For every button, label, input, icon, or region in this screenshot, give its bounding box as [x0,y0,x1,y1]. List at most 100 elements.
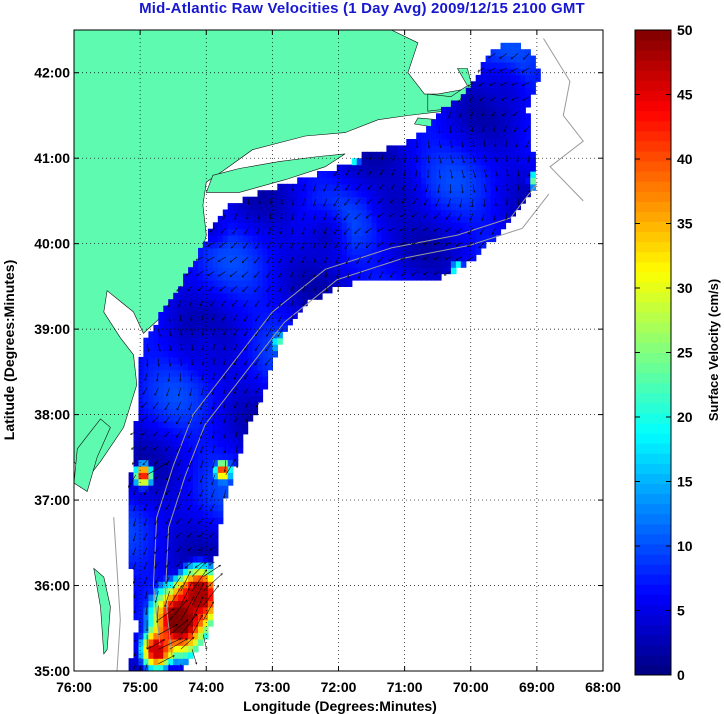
velocity-cell [411,145,417,153]
velocity-cell [168,536,174,544]
x-tick-label: 70:00 [453,679,489,695]
velocity-cell [431,254,437,262]
velocity-cell [455,106,462,114]
velocity-cell [133,427,140,435]
velocity-cell [441,126,447,134]
velocity-cell [460,113,467,121]
velocity-cell [336,235,343,243]
velocity-cell [163,664,169,671]
velocity-vector [472,126,473,131]
velocity-cell [222,241,229,249]
velocity-cell [242,267,249,275]
velocity-cell [505,100,512,108]
velocity-cell [193,600,199,608]
velocity-cell [416,171,422,178]
velocity-cell [163,530,169,537]
velocity-cell [193,613,199,621]
velocity-cell [158,664,164,671]
velocity-cell [525,183,531,191]
velocity-cell [237,215,244,223]
velocity-cell [257,241,264,249]
velocity-cell [396,222,402,230]
velocity-cell [326,241,333,249]
velocity-vector [369,271,373,278]
velocity-cell [431,247,437,255]
velocity-vector [177,402,182,410]
velocity-cell [183,645,189,653]
velocity-cell [376,164,383,172]
velocity-cell [346,280,353,287]
velocity-cell [475,132,482,140]
velocity-cell [297,260,303,268]
velocity-cell [460,171,467,178]
velocity-cell [346,177,353,185]
velocity-cell [168,389,174,396]
velocity-cell [455,139,462,146]
velocity-cell [475,106,482,114]
velocity-cell [128,562,135,569]
velocity-cell [183,356,189,364]
velocity-cell [138,549,145,557]
velocity-cell [207,536,214,544]
velocity-cell [317,209,323,217]
velocity-cell [212,286,219,294]
velocity-cell [212,517,219,525]
velocity-cell [222,433,229,441]
velocity-cell [356,177,363,185]
velocity-cell [426,260,432,268]
velocity-cell [222,421,229,428]
velocity-cell [212,427,219,435]
velocity-cell [530,177,536,185]
velocity-cell [421,139,427,146]
velocity-cell [232,395,239,403]
velocity-cell [212,472,219,480]
velocity-cell [173,568,179,576]
velocity-vector [335,242,339,248]
velocity-cell [411,267,417,275]
velocity-cell [138,562,145,569]
velocity-cell [500,190,507,198]
velocity-cell [188,453,194,461]
velocity-cell [351,190,358,198]
velocity-cell [520,100,526,108]
velocity-cell [168,587,174,595]
velocity-cell [475,171,482,178]
velocity-cell [366,228,373,236]
velocity-cell [401,260,407,268]
velocity-cell [183,651,189,659]
velocity-cell [257,369,264,377]
velocity-cell [252,292,259,300]
velocity-cell [193,280,199,287]
velocity-cell [386,228,392,236]
velocity-vector [245,343,249,350]
velocity-vector [221,227,227,233]
velocity-vector [208,271,215,275]
velocity-cell [465,215,472,223]
velocity-cell [411,171,417,178]
velocity-cell [178,299,184,307]
velocity-cell [183,478,189,486]
velocity-cell [446,139,452,146]
velocity-vector [494,213,496,220]
velocity-cell [212,241,219,249]
velocity-vector [355,213,361,219]
velocity-cell [346,203,353,211]
velocity-cell [436,209,442,217]
x-tick-label: 68:00 [585,679,621,695]
velocity-cell [500,203,507,211]
velocity-cell [331,177,338,185]
velocity-cell [133,440,140,448]
y-tick-label: 35:00 [34,663,70,679]
velocity-cell [227,273,234,281]
velocity-cell [178,555,184,563]
velocity-cell [411,228,417,236]
velocity-cell [202,324,209,332]
velocity-cell [371,164,378,172]
velocity-cell [262,376,269,384]
velocity-cell [431,177,437,185]
velocity-cell [470,139,477,146]
velocity-vector [155,532,159,539]
velocity-cell [193,363,199,371]
velocity-cell [168,568,174,576]
velocity-cell [212,491,219,499]
